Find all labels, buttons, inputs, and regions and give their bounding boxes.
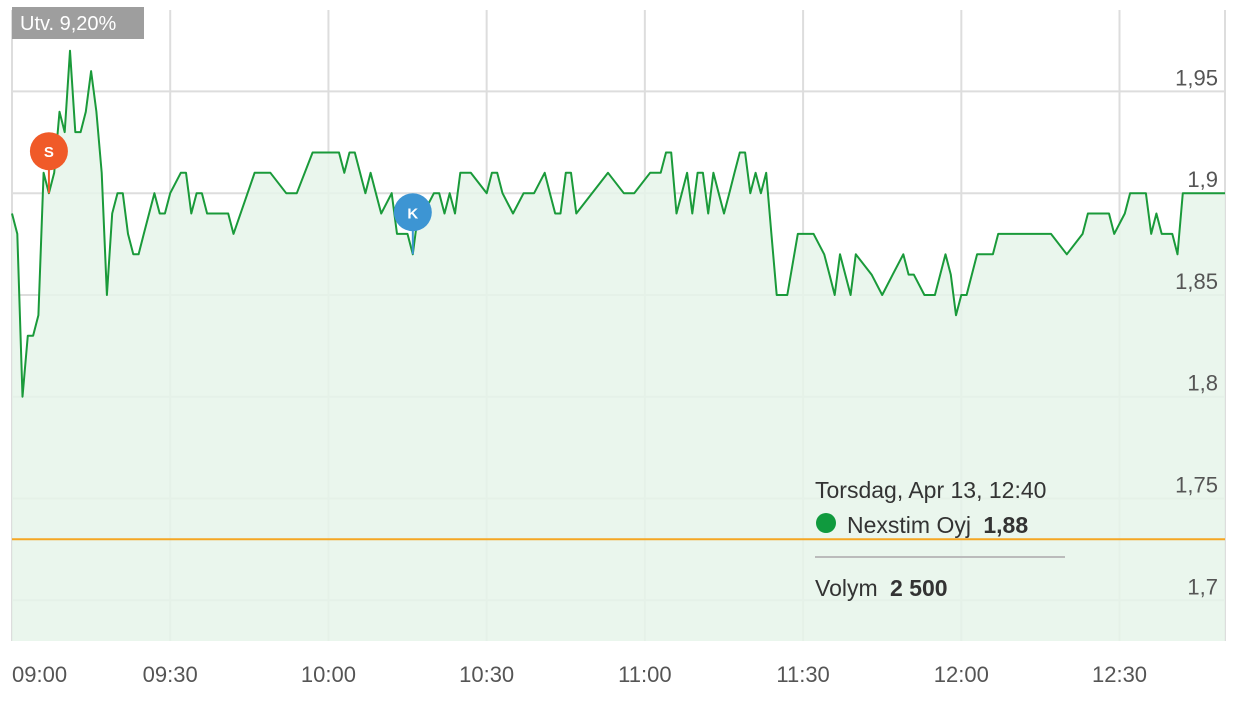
change-badge: Utv. 9,20%: [12, 7, 144, 39]
y-tick-label: 1,85: [1175, 269, 1218, 294]
x-axis: 09:00 09:30 10:00 10:30 11:00 11:30 12:00 12:30: [12, 662, 1147, 687]
series-area-fill: [12, 50, 1225, 641]
event-marker-circle: [393, 193, 432, 232]
x-tick-label: 11:30: [776, 662, 829, 687]
event-marker-k[interactable]: K: [393, 193, 432, 255]
series-area: [12, 50, 1225, 641]
y-tick-label: 1,8: [1187, 371, 1218, 396]
x-tick-label: 10:30: [459, 662, 514, 687]
y-tick-label: 1,75: [1175, 473, 1218, 498]
change-badge-background: [12, 7, 144, 39]
x-tick-label: 09:30: [143, 662, 198, 687]
change-badge-label: Utv. 9,20%: [20, 13, 117, 35]
tooltip-volume-value: 2 500: [890, 575, 948, 601]
series-line: [11, 49, 1225, 398]
tooltip-date: Torsdag, Apr 13, 12:40: [815, 477, 1046, 503]
event-marker-letter: K: [407, 205, 418, 222]
x-tick-label: 12:30: [1092, 662, 1147, 687]
tooltip-series-line: Nexstim Oyj 1,88: [847, 512, 1028, 538]
x-tick-label: 09:00: [12, 662, 67, 687]
y-axis: 1,95 1,9 1,85 1,8 1,75 1,7: [1175, 65, 1218, 599]
event-marker-s[interactable]: S: [29, 132, 68, 194]
x-tick-label: 12:00: [934, 662, 989, 687]
tooltip-volume-line: Volym 2 500: [815, 575, 948, 601]
tooltip-series-dot: [816, 513, 836, 533]
y-tick-label: 1,7: [1187, 574, 1218, 599]
event-marker-circle: [29, 132, 68, 171]
x-tick-label: 11:00: [618, 662, 671, 687]
tooltip: Torsdag, Apr 13, 12:40 Nexstim Oyj 1,88 …: [815, 477, 1065, 601]
tooltip-series-value: 1,88: [983, 512, 1028, 538]
x-tick-label: 10:00: [301, 662, 356, 687]
y-tick-label: 1,95: [1175, 65, 1218, 90]
event-markers: SK: [29, 132, 432, 255]
tooltip-series-name: Nexstim Oyj: [847, 512, 971, 538]
tooltip-volume-label: Volym: [815, 575, 878, 601]
y-tick-label: 1,9: [1187, 167, 1218, 192]
series-line-group: [11, 49, 1225, 398]
event-marker-letter: S: [44, 144, 54, 161]
